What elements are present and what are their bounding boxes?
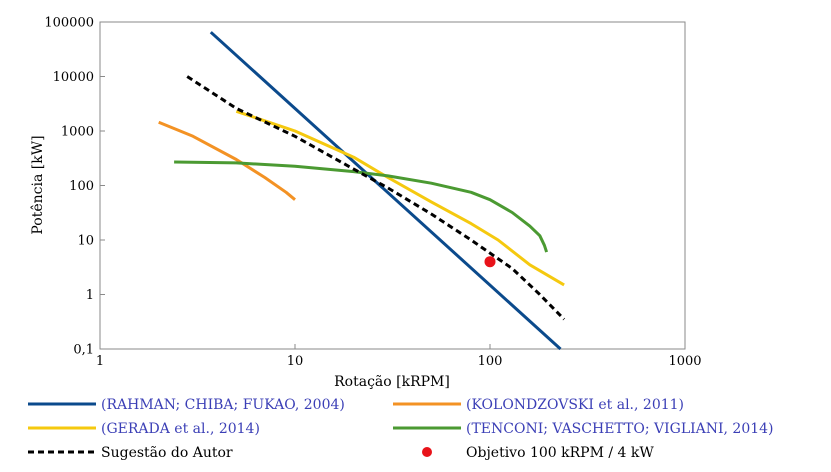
series-line-3 — [174, 160, 549, 253]
y-tick-label: 1 — [86, 288, 94, 303]
series-line-0 — [209, 31, 562, 351]
series-line-4 — [186, 75, 566, 321]
legend: (RAHMAN; CHIBA; FUKAO, 2004) (KOLONDZOVSK… — [28, 397, 774, 461]
legend-label-1: (KOLONDZOVSKI et al., 2011) — [466, 397, 684, 413]
y-tick-label: 1000 — [61, 125, 94, 140]
legend-label-5: Objetivo 100 kRPM / 4 kW — [466, 445, 654, 461]
objective-marker-0 — [484, 256, 496, 268]
y-tick-label: 100000 — [44, 16, 94, 31]
y-axis-label: Potência [kW] — [30, 135, 46, 234]
marker-group — [484, 256, 496, 268]
x-tick-label: 1 — [96, 354, 104, 369]
y-tick-label: 10000 — [53, 70, 94, 85]
x-tick-label: 100 — [478, 354, 503, 369]
y-tick-label: 0,1 — [73, 343, 94, 358]
series-line-1 — [158, 120, 296, 201]
legend-swatch-5 — [422, 447, 432, 457]
legend-label-4: Sugestão do Autor — [101, 445, 233, 461]
y-tick-label: 100 — [69, 179, 94, 194]
plot-frame — [99, 21, 686, 350]
series-group — [158, 31, 566, 351]
x-tick-label: 10 — [287, 354, 304, 369]
series-line-2 — [235, 109, 565, 287]
legend-label-0: (RAHMAN; CHIBA; FUKAO, 2004) — [101, 397, 345, 413]
x-axis-label: Rotação [kRPM] — [334, 374, 450, 390]
y-tick-label: 10 — [77, 234, 94, 249]
legend-label-3: (TENCONI; VASCHETTO; VIGLIANI, 2014) — [466, 421, 774, 437]
legend-label-2: (GERADA et al., 2014) — [101, 421, 260, 437]
x-tick-label: 1000 — [668, 354, 701, 369]
